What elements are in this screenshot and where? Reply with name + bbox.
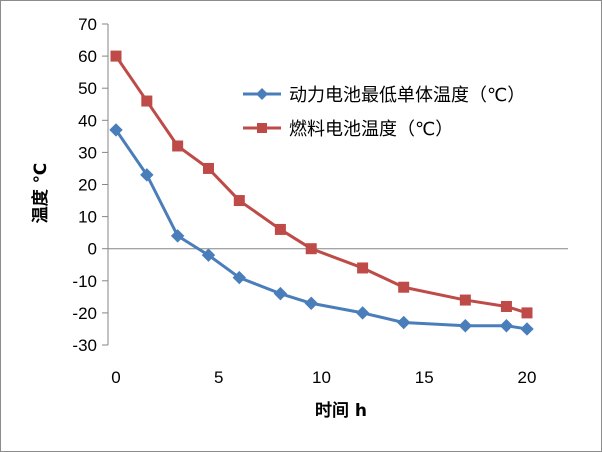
data-point — [170, 229, 185, 243]
legend-label: 燃料电池温度（℃） — [289, 119, 453, 140]
data-point — [233, 195, 245, 207]
y-tick-label: 50 — [78, 79, 97, 98]
data-point — [232, 270, 247, 285]
y-tick-label: 60 — [78, 47, 97, 66]
axes: 70 60 50 40 30 20 10 0 -10 -20 -30 0 5 10 15 20 — [72, 15, 568, 387]
series-1 — [109, 123, 534, 336]
y-tick-label: -30 — [72, 336, 97, 355]
data-point — [140, 168, 154, 182]
series-line — [114, 55, 528, 315]
data-point — [273, 286, 288, 301]
x-tick-label: 10 — [312, 368, 331, 387]
y-tick-label: 0 — [88, 240, 97, 259]
data-point — [396, 315, 411, 330]
y-axis-title: 温度 ℃ — [30, 163, 51, 224]
legend-marker — [256, 88, 268, 100]
data-point — [304, 296, 318, 310]
data-point — [499, 319, 514, 333]
data-point — [355, 306, 370, 320]
data-point — [172, 140, 184, 152]
data-point — [459, 294, 471, 306]
data-point — [201, 248, 216, 262]
y-tick-label: 30 — [78, 143, 97, 162]
x-tick-label: 5 — [214, 368, 223, 387]
legend-label: 动力电池最低单体温度（℃） — [289, 85, 525, 106]
data-point — [521, 307, 533, 319]
legend: 动力电池最低单体温度（℃） 燃料电池温度（℃） — [243, 85, 525, 140]
y-tick-label: 40 — [78, 111, 97, 130]
series-layer — [109, 50, 534, 336]
x-axis-title: 时间 h — [315, 400, 367, 421]
legend-marker — [257, 123, 267, 133]
y-tick-label: 70 — [78, 15, 97, 34]
legend-item-2: 燃料电池温度（℃） — [243, 119, 453, 140]
data-point — [110, 50, 122, 62]
y-tick-label: 20 — [78, 176, 97, 195]
y-tick-label: -10 — [72, 272, 97, 291]
x-tick-label: 15 — [415, 368, 434, 387]
data-point — [458, 319, 473, 333]
data-point — [520, 322, 534, 336]
data-point — [141, 95, 153, 107]
data-point — [398, 281, 410, 293]
data-point — [500, 300, 512, 312]
y-tick-label: -20 — [72, 304, 97, 323]
legend-item-1: 动力电池最低单体温度（℃） — [243, 85, 525, 106]
series-2 — [110, 50, 533, 319]
data-point — [357, 262, 369, 274]
data-point — [274, 223, 286, 235]
y-tick-label: 10 — [78, 208, 97, 227]
series-line — [114, 129, 528, 331]
x-tick-label: 0 — [111, 368, 120, 387]
data-point — [109, 123, 123, 137]
x-tick-label: 20 — [518, 368, 537, 387]
data-point — [202, 162, 214, 174]
data-point — [305, 243, 317, 255]
